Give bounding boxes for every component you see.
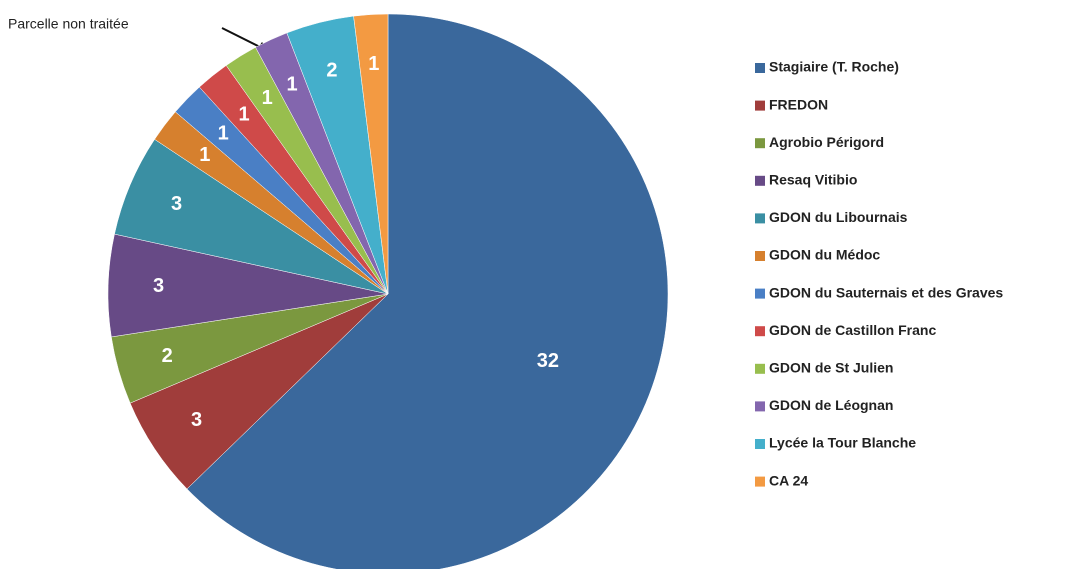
legend-label: GDON du Sauternais et des Graves (769, 284, 1003, 300)
legend-label: FREDON (769, 96, 828, 112)
legend-swatch (755, 363, 765, 374)
data-label: 3 (153, 275, 164, 297)
legend-swatch (755, 401, 765, 412)
data-label: 2 (162, 345, 173, 367)
legend-swatch (755, 100, 765, 111)
legend-label: Agrobio Périgord (769, 134, 884, 150)
legend-swatch (755, 138, 765, 149)
legend-swatch (755, 213, 765, 224)
legend-swatch (755, 476, 765, 487)
data-label: 3 (171, 193, 182, 215)
pie-slice (353, 13, 389, 295)
data-label: 1 (286, 74, 297, 96)
data-label: 1 (262, 87, 273, 109)
legend-swatch (755, 63, 765, 73)
legend-label: GDON de Léognan (769, 397, 893, 413)
legend-label: GDON du Libournais (769, 209, 908, 225)
legend-swatch (755, 288, 765, 299)
legend-label: Stagiaire (T. Roche) (769, 59, 899, 75)
legend-swatch (755, 439, 765, 449)
data-label: 32 (537, 350, 559, 372)
annotation-arrow (221, 27, 263, 49)
data-label: 1 (368, 53, 379, 75)
pie-slice (186, 13, 669, 569)
legend-label: GDON de St Julien (769, 360, 893, 376)
data-label: 1 (238, 103, 249, 125)
legend-label: CA 24 (769, 472, 808, 488)
legend-label: Resaq Vitibio (769, 172, 857, 188)
legend-label: Lycée la Tour Blanche (769, 435, 916, 451)
legend-label: GDON du Médoc (769, 247, 880, 263)
data-label: 1 (199, 144, 210, 166)
legend-swatch (755, 326, 765, 337)
legend-label: GDON de Castillon Franc (769, 322, 936, 338)
legend-swatch (755, 175, 765, 186)
data-label: 3 (191, 409, 202, 431)
annotation: Parcelle non traitée (8, 16, 129, 32)
data-label: 2 (326, 60, 337, 82)
legend-swatch (755, 251, 765, 261)
data-label: 1 (218, 122, 229, 144)
